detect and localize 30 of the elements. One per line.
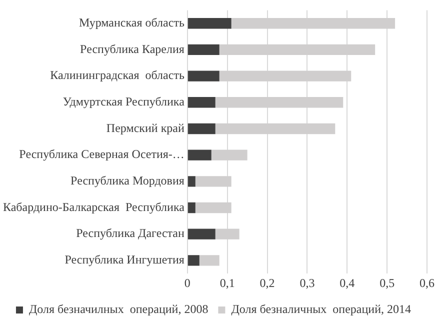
y-tick-label: Республика Мордовия <box>70 174 185 188</box>
bar <box>188 70 220 82</box>
bar <box>188 18 232 29</box>
x-tick-label: 0,4 <box>340 276 355 290</box>
bar <box>188 202 196 214</box>
x-tick-label: 0,1 <box>220 276 235 290</box>
y-tick-label: Пермский край <box>106 120 185 135</box>
x-tick-label: 0,6 <box>420 276 434 290</box>
legend-label: Доля безналичных операций, 2014 <box>231 302 412 316</box>
y-tick-label: Калининградская область <box>50 68 185 82</box>
bar <box>188 176 196 187</box>
bar <box>199 255 220 266</box>
legend-label: Доля безначилных операций, 2008 <box>28 302 208 316</box>
y-tick-label: Кабардино-Балкарская Республика <box>2 200 186 214</box>
x-tick-label: 0 <box>184 276 190 290</box>
y-tick-label: Удмуртская Республика <box>62 94 186 109</box>
x-tick-label: 0,5 <box>380 276 395 290</box>
y-tick-label: Мурманская область <box>78 16 185 30</box>
bar <box>188 97 216 108</box>
x-tick-label: 0,3 <box>300 276 315 290</box>
y-tick-label: Республика Ингушетия <box>64 252 185 267</box>
y-tick-label: Республика Карелия <box>80 42 185 56</box>
x-tick-label: 0,2 <box>260 276 275 290</box>
bar <box>188 123 216 134</box>
bar <box>188 255 200 266</box>
bar <box>188 44 220 56</box>
bar <box>188 150 212 160</box>
y-tick-label: Республика Дагестан <box>76 226 185 240</box>
y-tick-label: Республика Северная Осетия-… <box>19 147 184 162</box>
bar <box>188 228 216 240</box>
